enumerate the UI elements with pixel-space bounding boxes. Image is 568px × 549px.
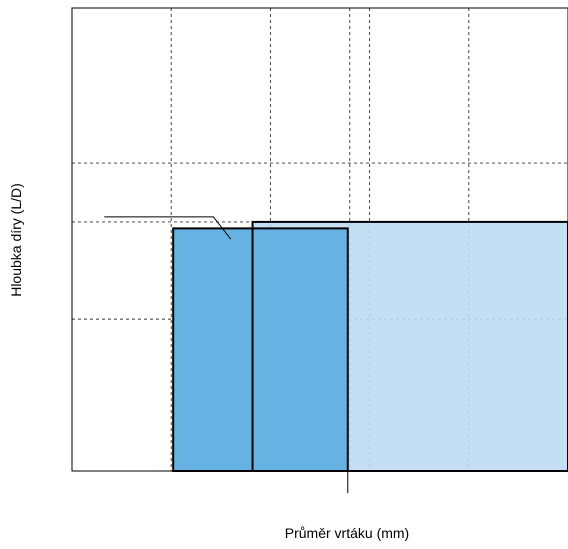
range-box-dark: [172, 227, 349, 472]
x-axis-label: Průměr vrtáku (mm): [285, 525, 409, 541]
plot-frame: [71, 7, 568, 472]
y-axis-label: Hloubka díry (L/D): [8, 183, 24, 297]
range-boxes: [172, 220, 568, 472]
callout-leader-line: [104, 216, 232, 240]
annotations: [104, 216, 349, 493]
